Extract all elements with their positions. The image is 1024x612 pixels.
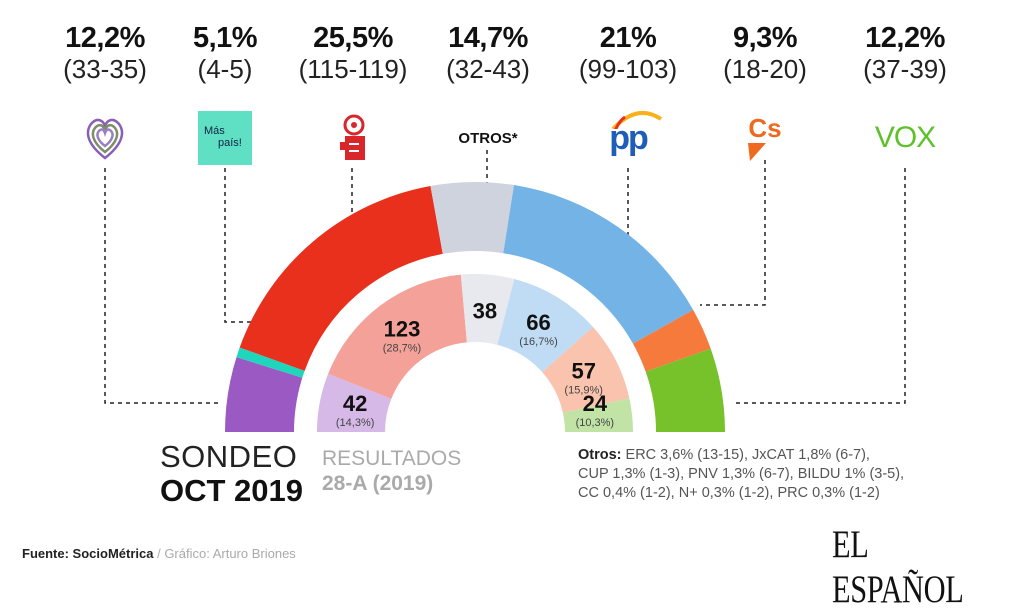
otros-note-line: ERC 3,6% (13-15), JxCAT 1,8% (6-7), [625,447,870,463]
logo-cs: Cs [725,112,805,164]
inner-ring-labels: 42(14,3%) 123(28,7%) 38 66(16,7%) 57(15,9%)2… [336,298,614,429]
logo-text: país! [218,137,242,149]
triangle-icon [748,143,767,161]
logo-text: Más [204,125,225,137]
connector-podemos [104,168,222,404]
inner-pct-label: (15,9%) [564,385,603,397]
inner-seats-label: 24 [583,391,608,416]
connector-lines [104,150,906,404]
party-header-psoe: 25,5% (115-119) [283,22,423,84]
sondeo-date: OCT 2019 [160,473,304,508]
outer-segment-pp [503,185,694,344]
credit: Gráfico: Arturo Briones [164,546,296,561]
outer-segment-podemos [225,357,303,432]
source: Fuente: SocioMétrica [22,546,154,561]
inner-segment-psoe [328,274,467,399]
party-header-mas_pais: 5,1% (4-5) [155,22,295,84]
inner-segment-pp [497,278,594,373]
logo-text: Cs [748,113,782,143]
outer-segment-psoe [239,185,443,371]
separator: / [153,546,165,561]
hemicycle-chart: 42(14,3%) 123(28,7%) 38 66(16,7%) 57(15,9%)2… [104,150,906,432]
sondeo-label: SONDEO OCT 2019 [160,440,303,508]
seat-range: (99-103) [578,54,678,84]
cs-logo: Cs [748,113,782,163]
otros-note-line: CC 0,4% (1-2), N+ 0,3% (1-2), PRC 0,3% (… [578,485,880,501]
seat-range: (33-35) [63,54,147,84]
vote-pct: 12,2% [65,22,145,54]
logo-psoe [313,112,393,164]
inner-segment-cs [542,326,630,413]
connector-cs [700,160,766,306]
inner-pct-label: (14,3%) [336,417,375,429]
sondeo-title: SONDEO [160,439,298,474]
rose-fist-icon [340,114,365,160]
outer-segment-cs [632,309,711,372]
resultados-label: RESULTADOS 28-A (2019) [322,446,461,496]
arc-icon [611,110,663,129]
inner-segment-vox [562,398,633,432]
inner-pct-label: (10,3%) [576,417,615,429]
pp-logo: pp [609,110,663,158]
vote-pct: 14,7% [448,22,528,54]
vote-pct: 25,5% [313,22,393,54]
otros-note: Otros: ERC 3,6% (13-15), JxCAT 1,8% (6-7… [578,446,904,503]
outer-ring [225,182,725,432]
seat-range: (37-39) [863,54,947,84]
inner-seats-label: 123 [384,316,421,341]
vote-pct: 21% [599,22,657,54]
logo-vox: VOX [865,112,945,164]
seat-range: (4-5) [197,54,253,84]
inner-ring [317,274,633,432]
party-header-pp: 21% (99-103) [558,22,698,84]
logo-otros: OTROS* [448,112,528,164]
inner-seats-label: 42 [343,391,367,416]
seat-range: (32-43) [446,54,530,84]
resultados-title: RESULTADOS [322,447,462,470]
heart-icon [86,118,124,160]
inner-seats-label: 57 [571,359,595,384]
party-header-otros: 14,7% (32-43) [418,22,558,84]
vote-pct: 12,2% [865,22,945,54]
inner-pct-label: (28,7%) [383,342,422,354]
otros-note-label: Otros: [578,447,622,463]
logo-pp: pp [588,110,668,164]
party-header-cs: 9,3% (18-20) [695,22,835,84]
party-header-podemos: 12,2% (33-35) [35,22,175,84]
connector-vox [735,168,906,404]
inner-segment-otros [460,274,515,345]
otros-note-line: CUP 1,3% (1-3), PNV 1,3% (6-7), BILDU 1%… [578,466,905,482]
vote-pct: 9,3% [732,22,798,54]
logo-text: OTROS* [458,129,518,147]
inner-seats-label: 38 [473,298,497,323]
outer-segment-mas_pais [236,347,305,378]
outer-segment-otros [430,182,514,254]
vote-pct: 5,1% [192,22,258,54]
logo-podemos [65,112,145,164]
inner-seats-label: 66 [526,310,550,335]
seat-range: (115-119) [298,54,408,84]
footer: Fuente: SocioMétrica / Gráfico: Arturo B… [22,546,296,561]
mas-pais-logo-box: Más país! [198,111,252,165]
resultados-date: 28-A (2019) [322,472,434,495]
party-header-vox: 12,2% (37-39) [835,22,975,84]
inner-segment-podemos [317,373,392,432]
logo-text: VOX [874,121,936,154]
outer-segment-vox [645,348,725,432]
brand-logo: EL ESPAÑOL [832,523,964,611]
inner-pct-label: (16,7%) [519,336,558,348]
logo-mas_pais: Más país! [185,111,265,165]
seat-range: (18-20) [723,54,807,84]
connector-mas-pais [224,168,252,323]
